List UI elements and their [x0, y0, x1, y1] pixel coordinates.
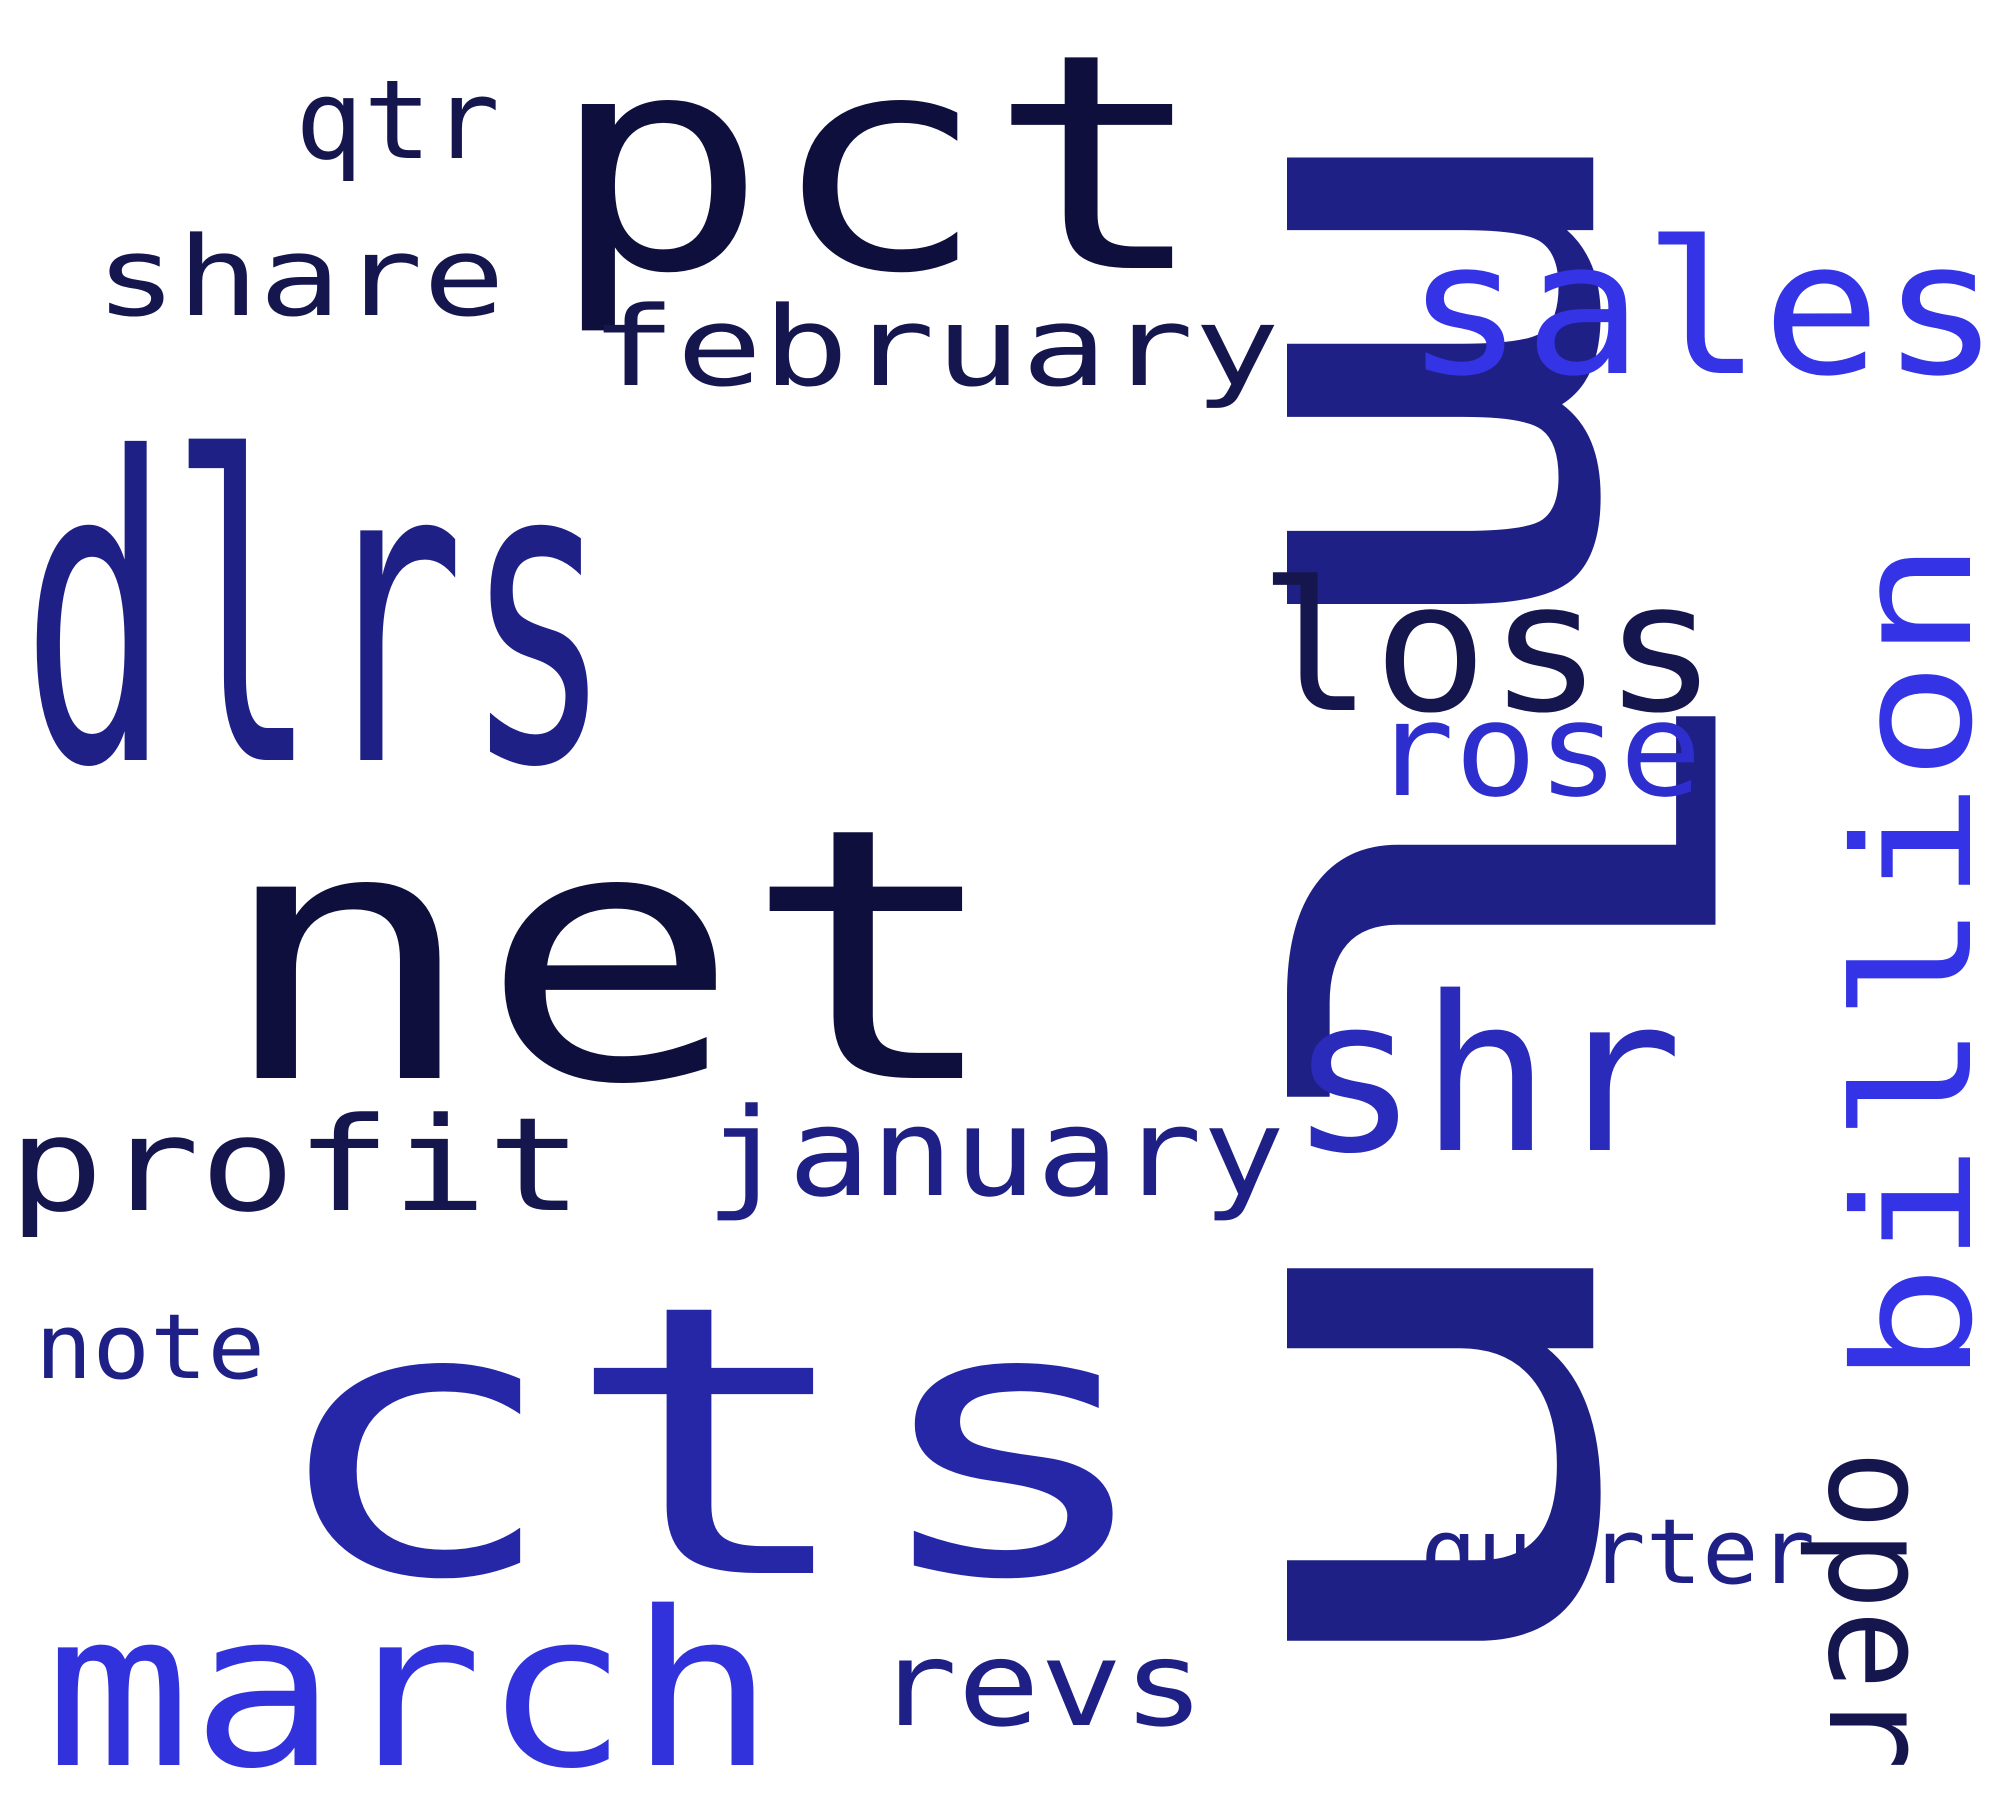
- word-cts: cts: [262, 1226, 1162, 1662]
- word-share: share: [95, 213, 505, 341]
- word-profit: profit: [8, 1089, 583, 1241]
- word-mln: mln: [1154, 110, 1806, 1720]
- word-dlrs: dlrs: [22, 371, 612, 860]
- word-sales: sales: [1405, 201, 2000, 417]
- word-qtr: qtr: [295, 56, 500, 184]
- word-billion: billion: [1821, 540, 2000, 1385]
- word-note: note: [35, 1295, 265, 1400]
- word-quarter: quarter: [1420, 1500, 1815, 1605]
- word-shr: shr: [1288, 950, 1683, 1201]
- word-loss: loss: [1258, 544, 1718, 753]
- word-net: net: [215, 753, 1005, 1161]
- word-pct: pct: [548, 0, 1208, 339]
- word-rose: rose: [1372, 674, 1702, 826]
- word-march: march: [45, 1565, 775, 1800]
- word-february: february: [590, 283, 1280, 411]
- word-revs: revs: [875, 1615, 1205, 1753]
- word-oper: oper: [1796, 1450, 1959, 1770]
- word-january: january: [705, 1082, 1285, 1224]
